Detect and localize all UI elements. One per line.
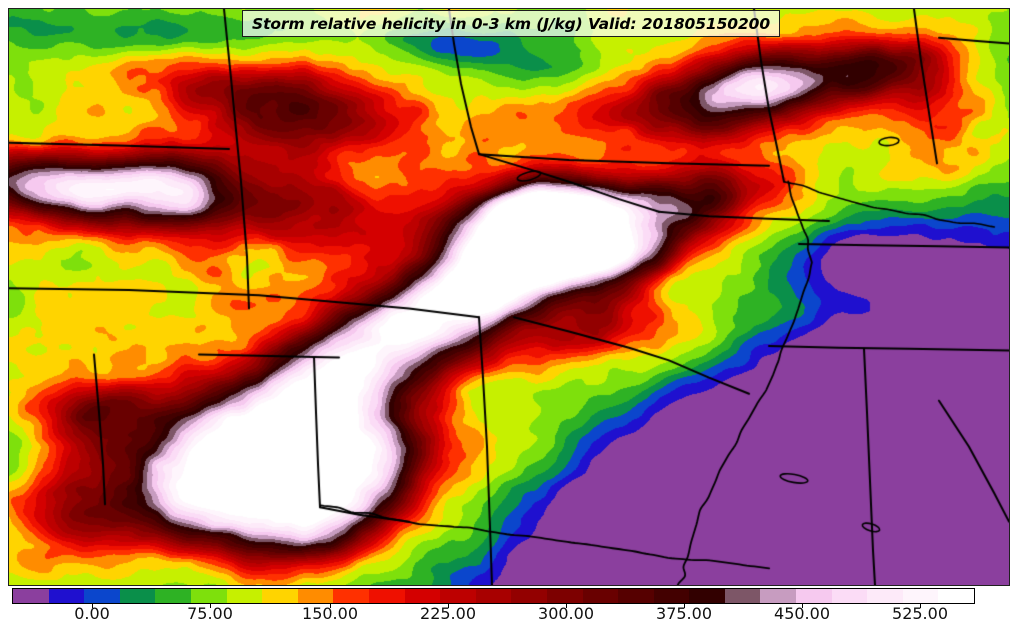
colorbar-tick-labels: 0.00 75.00 150.00 225.00 300.00 375.00 450.00 5… xyxy=(0,604,1018,628)
colorbar-swatch-very-dark-red xyxy=(618,589,654,603)
helicity-contour-field xyxy=(9,9,1009,585)
colorbar-tick-225 xyxy=(448,604,449,608)
colorbar-label-225: 225.00 xyxy=(420,604,476,623)
colorbar-swatch-darker-red xyxy=(582,589,619,603)
colorbar-swatch-dark-red xyxy=(475,589,512,603)
colorbar-label-150: 150.00 xyxy=(302,604,358,623)
colorbar-swatch-medium-blue xyxy=(84,589,120,603)
colorbar-swatch-dark-blue xyxy=(48,589,85,603)
colorbar-label-375: 375.00 xyxy=(656,604,712,623)
colorbar-swatch-near-black-red xyxy=(689,589,725,603)
colorbar-tick-525 xyxy=(920,604,921,608)
colorbar-swatch-darker-red xyxy=(546,589,583,603)
colorbar-ticks xyxy=(12,604,975,608)
map-panel[interactable] xyxy=(8,8,1010,586)
colorbar-swatch-pink xyxy=(796,589,832,603)
colorbar-label-300: 300.00 xyxy=(538,604,594,623)
colorbar-swatch-green xyxy=(155,589,191,603)
colorbar-tick-300 xyxy=(566,604,567,608)
colorbar-swatch-red xyxy=(368,589,405,603)
colorbar-tick-75 xyxy=(210,604,211,608)
colorbar-tick-0 xyxy=(92,604,93,608)
colorbar-tick-150 xyxy=(330,604,331,608)
colorbar-tick-375 xyxy=(684,604,685,608)
colorbar xyxy=(12,588,975,608)
colorbar-swatch-red xyxy=(404,589,441,603)
colorbar-swatch-dark-red xyxy=(511,589,547,603)
colorbar-swatch-dark-red xyxy=(440,589,476,603)
colorbar-swatch-light-mauve xyxy=(760,589,797,603)
colorbar-swatch-orange-red xyxy=(333,589,369,603)
colorbar-swatch-very-dark-red xyxy=(653,589,690,603)
colorbar-swatch-white xyxy=(938,589,975,603)
colorbar-swatches xyxy=(12,588,975,604)
colorbar-label-75: 75.00 xyxy=(187,604,233,623)
colorbar-swatch-dark-green xyxy=(119,589,156,603)
colorbar-label-450: 450.00 xyxy=(774,604,830,623)
colorbar-swatch-yellow xyxy=(262,589,298,603)
colorbar-label-0: 0.00 xyxy=(74,604,110,623)
colorbar-swatch-light-pink xyxy=(831,589,868,603)
page-title: Storm relative helicity in 0-3 km (J/kg)… xyxy=(252,14,771,33)
colorbar-swatch-mauve xyxy=(724,589,761,603)
colorbar-swatch-very-pale-pink xyxy=(902,589,939,603)
colorbar-swatch-purple xyxy=(13,589,49,603)
colorbar-swatch-orange xyxy=(297,589,334,603)
map-title-box: Storm relative helicity in 0-3 km (J/kg)… xyxy=(242,10,781,37)
colorbar-swatch-chartreuse xyxy=(226,589,263,603)
colorbar-tick-450 xyxy=(802,604,803,608)
colorbar-label-525: 525.00 xyxy=(892,604,948,623)
colorbar-swatch-yellow-green xyxy=(190,589,227,603)
colorbar-swatch-pale-pink xyxy=(867,589,903,603)
